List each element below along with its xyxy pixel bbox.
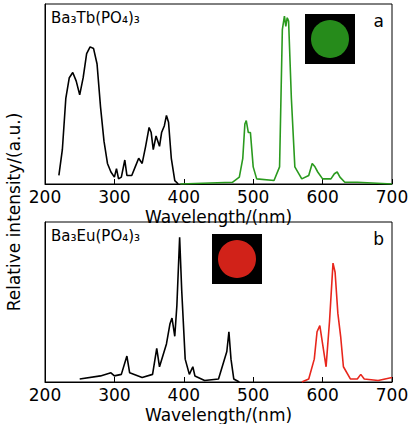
svg-text:500: 500 [237, 385, 269, 405]
svg-text:700: 700 [376, 187, 408, 207]
svg-text:Wavelength/(nm): Wavelength/(nm) [145, 405, 292, 424]
svg-text:Relative intensity/(a.u.): Relative intensity/(a.u.) [4, 113, 24, 312]
svg-text:a: a [374, 11, 384, 31]
svg-text:b: b [373, 229, 384, 249]
svg-text:400: 400 [168, 187, 200, 207]
svg-text:300: 300 [98, 187, 130, 207]
svg-text:200: 200 [29, 187, 61, 207]
svg-text:600: 600 [306, 385, 338, 405]
svg-text:Ba₃Eu(PO₄)₃: Ba₃Eu(PO₄)₃ [51, 227, 140, 245]
svg-text:500: 500 [237, 187, 269, 207]
svg-text:700: 700 [376, 385, 408, 405]
svg-text:600: 600 [306, 187, 338, 207]
svg-text:400: 400 [168, 385, 200, 405]
svg-text:Wavelength/(nm): Wavelength/(nm) [145, 207, 292, 227]
svg-text:Ba₃Tb(PO₄)₃: Ba₃Tb(PO₄)₃ [51, 9, 140, 27]
svg-text:200: 200 [29, 385, 61, 405]
svg-text:300: 300 [98, 385, 130, 405]
